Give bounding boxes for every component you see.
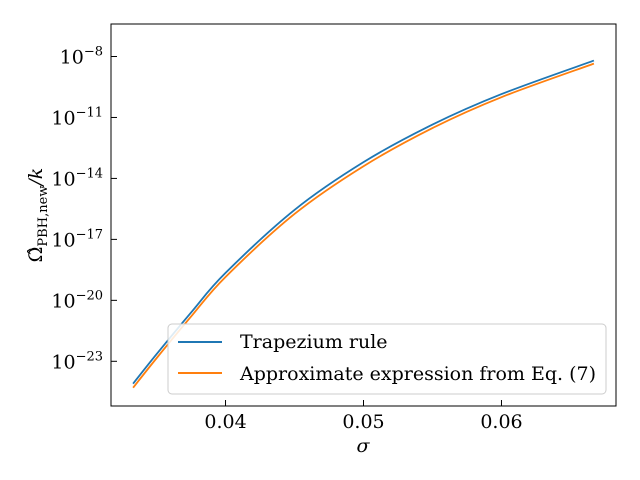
y-tick-label-2: 10−14 — [51, 166, 103, 190]
x-tick-label-1: 0.05 — [342, 411, 384, 433]
legend-label-approximate: Approximate expression from Eq. (7) — [239, 363, 596, 385]
y-axis-label-tail: /k — [25, 168, 47, 188]
y-tick-label-5: 10−23 — [51, 349, 103, 373]
svg-text:Ω̂PBH,new/k: Ω̂PBH,new/k — [25, 168, 51, 263]
y-tick-label-0: 10−8 — [60, 45, 103, 69]
y-tick-label-4: 10−20 — [51, 288, 103, 312]
legend-box — [167, 323, 607, 395]
x-tick-label-2: 0.06 — [480, 411, 522, 433]
legend: Trapezium rule Approximate expression fr… — [167, 323, 607, 395]
y-axis-label: Ω̂PBH,new/k — [25, 168, 51, 263]
y-axis-label-main: Ω̂ — [25, 247, 47, 263]
x-tick-label-0: 0.04 — [204, 411, 246, 433]
y-tick-label-3: 10−17 — [51, 227, 103, 251]
x-axis-label: σ — [357, 435, 371, 457]
y-axis-ticks: 10−8 10−11 10−14 10−17 10−20 10−23 — [51, 45, 117, 373]
y-tick-label-1: 10−11 — [51, 105, 103, 129]
y-axis-label-sub: PBH,new — [36, 186, 51, 247]
legend-label-trapezium: Trapezium rule — [240, 331, 388, 353]
x-axis-ticks: 0.04 0.05 0.06 — [204, 400, 523, 433]
